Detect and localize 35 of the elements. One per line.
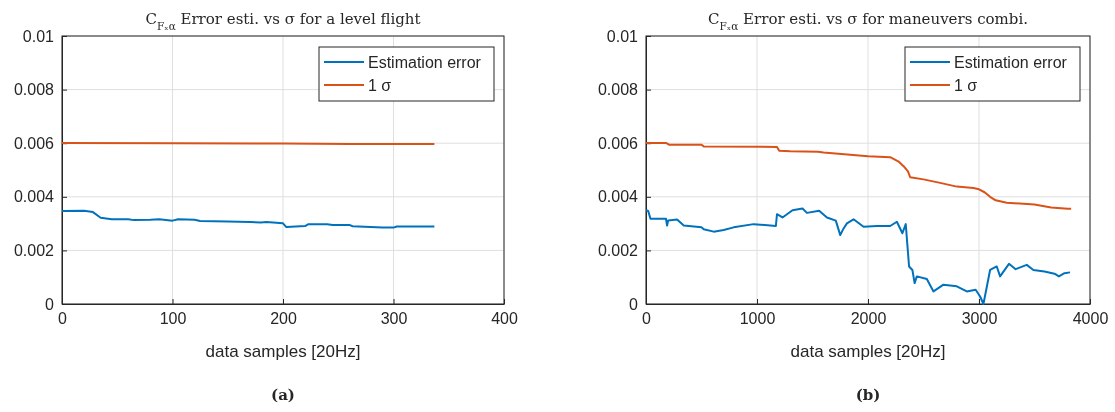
y-tick-label: 0.008: [13, 81, 55, 99]
x-tick-label: 2000: [850, 310, 887, 328]
y-tick-label: 0: [629, 295, 639, 313]
y-tick-label: 0.006: [13, 134, 55, 152]
x-tick-label: 300: [380, 310, 408, 328]
x-tick-label: 0: [58, 310, 68, 328]
line-series: [646, 207, 1072, 305]
line-series: [62, 209, 436, 229]
y-tick-label: 0.008: [597, 81, 639, 99]
legend-label: 1 σ: [954, 77, 978, 94]
x-tick-label: 1000: [739, 310, 776, 328]
legend-label: Estimation error: [368, 54, 482, 71]
text: (a): [271, 386, 295, 404]
text: (b): [855, 386, 881, 404]
x-tick-label: 0: [642, 310, 652, 328]
chart-title: C$_{Fₓα}$ Error esti. vs σ for a level flight: [145, 10, 421, 32]
x-tick-label: 3000: [961, 310, 998, 328]
y-tick-label: 0.004: [13, 188, 55, 206]
y-tick-label: 0.006: [597, 134, 639, 152]
x-tick-label: 400: [491, 310, 518, 328]
x-tick-label: 200: [270, 310, 297, 328]
x-tick-label: 100: [159, 310, 187, 328]
x-tick-label: 4000: [1072, 310, 1109, 328]
y-tick-label: 0.01: [22, 27, 55, 45]
y-tick-label: 0.002: [597, 242, 639, 260]
y-tick-label: 0.01: [606, 27, 639, 45]
legend-label: Estimation error: [954, 54, 1068, 71]
chart-title: C$_{Fₓα}$ Error esti. vs σ for maneuvers combi.: [708, 10, 1028, 32]
y-tick-label: 0.002: [13, 242, 55, 260]
legend-label: 1 σ: [368, 77, 392, 94]
line-series: [646, 141, 1073, 210]
y-tick-label: 0: [45, 295, 55, 313]
y-tick-label: 0.004: [597, 188, 639, 206]
x-axis-title: data samples [20Hz]: [790, 342, 946, 361]
x-axis-title: data samples [20Hz]: [205, 342, 361, 361]
